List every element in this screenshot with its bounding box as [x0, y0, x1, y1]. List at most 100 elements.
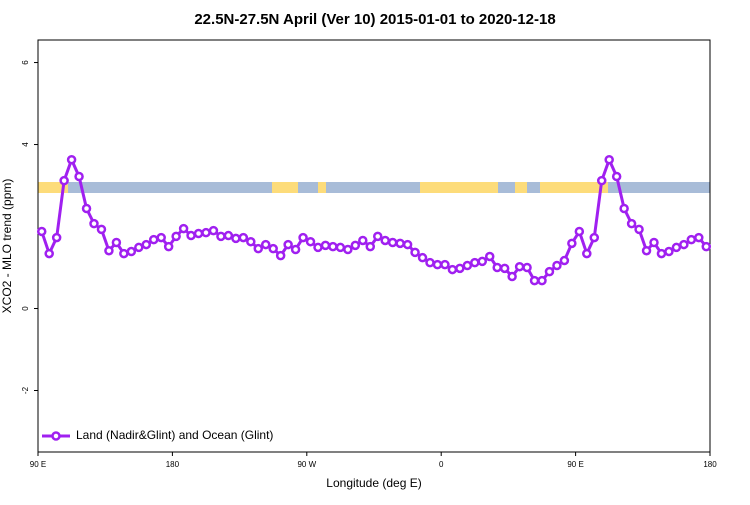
x-tick-label: 0 [439, 460, 444, 469]
data-point [253, 243, 264, 254]
data-point [447, 264, 458, 275]
data-point [372, 231, 383, 242]
data-point [104, 245, 114, 256]
data-point [148, 234, 159, 245]
data-point [417, 252, 428, 263]
data-point [484, 251, 495, 262]
data-point [171, 231, 181, 242]
data-point [275, 250, 286, 261]
data-point [626, 218, 637, 229]
data-point [656, 248, 667, 259]
data-point [425, 257, 435, 268]
data-point [201, 227, 211, 238]
data-point [649, 237, 659, 248]
data-point [432, 259, 443, 270]
data-point [470, 257, 480, 268]
data-point [96, 224, 107, 235]
data-point [283, 239, 293, 250]
data-point [343, 244, 353, 255]
data-point [298, 232, 308, 243]
data-point [619, 203, 629, 214]
map-strip [38, 182, 710, 193]
data-point [679, 239, 689, 250]
data-point [462, 260, 473, 271]
data-point [290, 244, 301, 255]
data-point [559, 255, 570, 266]
data-point [589, 232, 600, 243]
data-point [134, 242, 144, 253]
data-point [567, 238, 577, 249]
data-point [260, 239, 271, 250]
data-point [141, 239, 152, 250]
legend-marker [51, 431, 61, 441]
data-point [59, 175, 69, 186]
data-point [74, 171, 84, 182]
data-point [552, 260, 562, 271]
data-point [507, 271, 517, 282]
data-point [193, 228, 204, 239]
data-point [358, 235, 368, 246]
data-point [89, 218, 99, 229]
data-point [268, 243, 278, 254]
data-point [208, 225, 219, 236]
x-tick-label: 180 [166, 460, 180, 469]
data-point [686, 234, 697, 245]
data-point [514, 261, 525, 272]
data-point [537, 275, 547, 286]
chart-title: 22.5N-27.5N April (Ver 10) 2015-01-01 to… [194, 11, 555, 28]
y-tick-label: 0 [21, 306, 30, 311]
data-point [455, 263, 465, 274]
data-point [44, 248, 54, 259]
data-point [36, 226, 47, 237]
data-point [216, 231, 226, 242]
data-point [156, 232, 166, 243]
data-point [402, 239, 413, 250]
data-point [664, 246, 674, 257]
data-point [126, 246, 137, 257]
data-point [305, 236, 316, 247]
data-point [529, 275, 540, 286]
data-point [694, 232, 704, 243]
data-point [410, 247, 420, 258]
x-tick-label: 90 E [30, 460, 46, 469]
data-point [335, 242, 346, 253]
data-point [499, 263, 510, 274]
data-point [350, 240, 361, 251]
data-point [544, 266, 555, 277]
legend-label: Land (Nadir&Glint) and Ocean (Glint) [76, 428, 273, 442]
y-axis-label: XCO2 - MLO trend (ppm) [0, 179, 14, 314]
x-axis-label: Longitude (deg E) [326, 476, 421, 490]
data-point [701, 241, 712, 252]
data-point [365, 241, 376, 252]
y-tick-label: 4 [21, 142, 30, 147]
data-point [522, 262, 532, 273]
data-point [81, 203, 92, 214]
data-point [492, 262, 502, 273]
data-point [246, 236, 256, 247]
x-tick-label: 90 W [297, 460, 316, 469]
data-point [119, 248, 129, 259]
data-point [111, 237, 122, 248]
data-point [231, 233, 241, 244]
data-point [574, 226, 585, 237]
x-tick-label: 90 E [567, 460, 583, 469]
data-point [163, 241, 174, 252]
data-point [320, 240, 331, 251]
data-point [596, 175, 607, 186]
data-point [238, 232, 249, 243]
data-point [671, 242, 682, 253]
data-point [51, 232, 62, 243]
y-tick-label: 6 [21, 60, 30, 65]
y-tick-label: -2 [21, 386, 30, 394]
data-point [395, 238, 405, 249]
data-point [604, 154, 614, 165]
data-point [178, 223, 189, 234]
x-tick-label: 180 [703, 460, 717, 469]
data-point [186, 230, 196, 241]
data-point [313, 242, 323, 253]
data-point [634, 224, 644, 235]
data-point [387, 237, 398, 248]
data-point [380, 235, 390, 246]
data-point [641, 245, 652, 256]
